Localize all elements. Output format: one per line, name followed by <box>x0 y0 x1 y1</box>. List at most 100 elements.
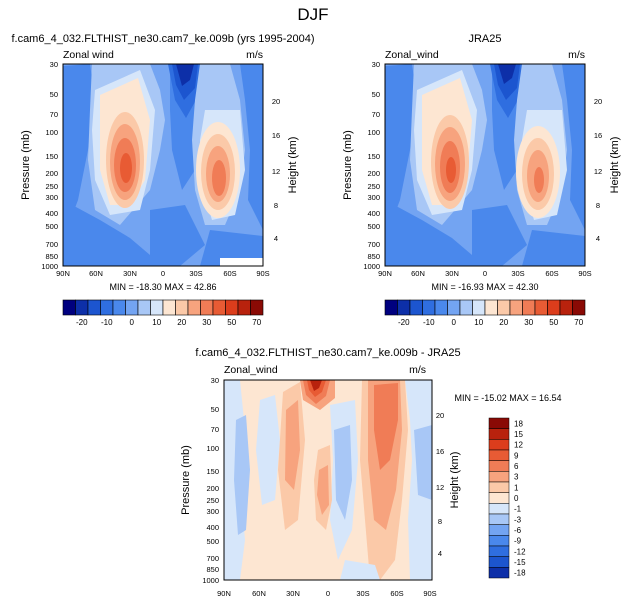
colorbar-swatch <box>484 299 498 316</box>
colorbar-label: 0 <box>130 318 135 327</box>
contour-field <box>224 380 432 580</box>
units-label: m/s <box>246 49 263 61</box>
y2-tick-label: 16 <box>594 131 602 140</box>
panel-difference: f.cam6_4_032.FLTHIST_ne30.cam7_ke.009b -… <box>180 347 562 598</box>
variable-label: Zonal_wind <box>224 364 278 376</box>
y2-tick-label: 12 <box>436 483 444 492</box>
variable-label: Zonal wind <box>63 49 114 61</box>
y-tick-label: 250 <box>367 182 380 191</box>
x-tick-label: 30S <box>356 589 369 598</box>
y2-tick-label: 8 <box>596 201 600 210</box>
y2-tick-label: 8 <box>438 517 442 526</box>
x-tick-label: 30S <box>189 269 202 278</box>
page-title: DJF <box>297 5 328 24</box>
y-tick-label: 500 <box>367 222 380 231</box>
colorbar-label: 30 <box>202 318 211 327</box>
colorbar-label: -10 <box>101 318 113 327</box>
colorbar-label: -15 <box>514 558 526 567</box>
y-tick-label: 70 <box>372 110 380 119</box>
colorbar-label: -1 <box>514 505 522 514</box>
y2-tick-label: 12 <box>594 167 602 176</box>
y-tick-label: 70 <box>211 425 219 434</box>
colorbar-swatch <box>497 299 511 316</box>
x-tick-label: 60S <box>545 269 558 278</box>
y-tick-label: 30 <box>50 60 58 69</box>
y-axis-title: Pressure (mb) <box>20 130 32 200</box>
colorbar-swatch <box>137 299 151 316</box>
x-tick-label: 0 <box>161 269 165 278</box>
y-tick-label: 50 <box>372 90 380 99</box>
min-max-stats: MIN = -15.02 MAX = 16.54 <box>454 393 561 403</box>
colorbar-swatch <box>150 299 164 316</box>
colorbar-label: 10 <box>152 318 161 327</box>
y-tick-label: 30 <box>211 376 219 385</box>
y-tick-label: 850 <box>367 252 380 261</box>
variable-label: Zonal_wind <box>385 49 439 61</box>
colorbar-swatch <box>459 299 473 316</box>
colorbar-label: 15 <box>514 430 523 439</box>
x-tick-label: 90N <box>217 589 231 598</box>
y-tick-label: 700 <box>45 240 58 249</box>
colorbar-label: 6 <box>514 462 519 471</box>
colorbar-swatch <box>534 299 548 316</box>
colorbar: -20 -10 0 10 20 30 50 70 <box>384 299 586 327</box>
y-tick-label: 250 <box>206 496 219 505</box>
y-tick-label: 100 <box>206 444 219 453</box>
colorbar-swatch <box>488 449 510 461</box>
colorbar-swatch <box>100 299 114 316</box>
y2-tick-label: 20 <box>594 97 602 106</box>
x-tick-label: 60N <box>89 269 103 278</box>
colorbar-label: 3 <box>514 473 519 482</box>
x-tick-label: 90N <box>378 269 392 278</box>
y2-axis: 20 16 12 8 4 <box>594 97 602 243</box>
y-tick-label: 50 <box>50 90 58 99</box>
colorbar-swatch <box>488 428 510 440</box>
y-tick-label: 850 <box>206 565 219 574</box>
colorbar-swatch <box>488 439 510 451</box>
y-axis: 30 50 70 100 150 200 250 300 400 500 700… <box>41 60 58 271</box>
y-tick-label: 1000 <box>202 576 219 585</box>
colorbar-label: -9 <box>514 537 522 546</box>
y2-tick-label: 4 <box>438 549 442 558</box>
panel-title: JRA25 <box>468 33 501 45</box>
colorbar-swatch <box>547 299 561 316</box>
colorbar-swatch <box>237 299 251 316</box>
colorbar-swatch <box>488 417 510 429</box>
colorbar-label: -3 <box>514 515 522 524</box>
y-tick-label: 250 <box>45 182 58 191</box>
y-tick-label: 500 <box>206 537 219 546</box>
y-axis-title: Pressure (mb) <box>180 445 192 515</box>
y-tick-label: 100 <box>45 128 58 137</box>
colorbar-swatch <box>125 299 139 316</box>
y-tick-label: 70 <box>50 110 58 119</box>
panel-title: f.cam6_4_032.FLTHIST_ne30.cam7_ke.009b (… <box>11 33 314 45</box>
colorbar-swatch <box>384 299 398 316</box>
y2-tick-label: 20 <box>436 411 444 420</box>
colorbar-swatch <box>488 492 510 504</box>
y2-tick-label: 12 <box>272 167 280 176</box>
colorbar-swatch <box>488 503 510 515</box>
min-max-stats: MIN = -18.30 MAX = 42.86 <box>109 282 216 292</box>
colorbar-swatch <box>225 299 239 316</box>
y2-tick-label: 16 <box>272 131 280 140</box>
y-tick-label: 400 <box>367 209 380 218</box>
y-tick-label: 700 <box>206 554 219 563</box>
panel-model: f.cam6_4_032.FLTHIST_ne30.cam7_ke.009b (… <box>11 33 314 327</box>
contour-field <box>385 64 585 266</box>
colorbar-label: 30 <box>524 318 533 327</box>
colorbar-swatch <box>397 299 411 316</box>
y-tick-label: 400 <box>45 209 58 218</box>
colorbar-swatch <box>422 299 436 316</box>
colorbar-swatch <box>409 299 423 316</box>
y-tick-label: 50 <box>211 405 219 414</box>
colorbar-swatch <box>62 299 76 316</box>
colorbar: -20 -10 0 10 20 30 50 70 <box>62 299 264 327</box>
colorbar-swatch <box>447 299 461 316</box>
colorbar-swatch <box>488 524 510 536</box>
y2-axis-title: Height (km) <box>449 452 461 509</box>
y-axis-title: Pressure (mb) <box>342 130 354 200</box>
x-tick-label: 90S <box>256 269 269 278</box>
y-tick-label: 300 <box>45 193 58 202</box>
y-tick-label: 150 <box>45 152 58 161</box>
